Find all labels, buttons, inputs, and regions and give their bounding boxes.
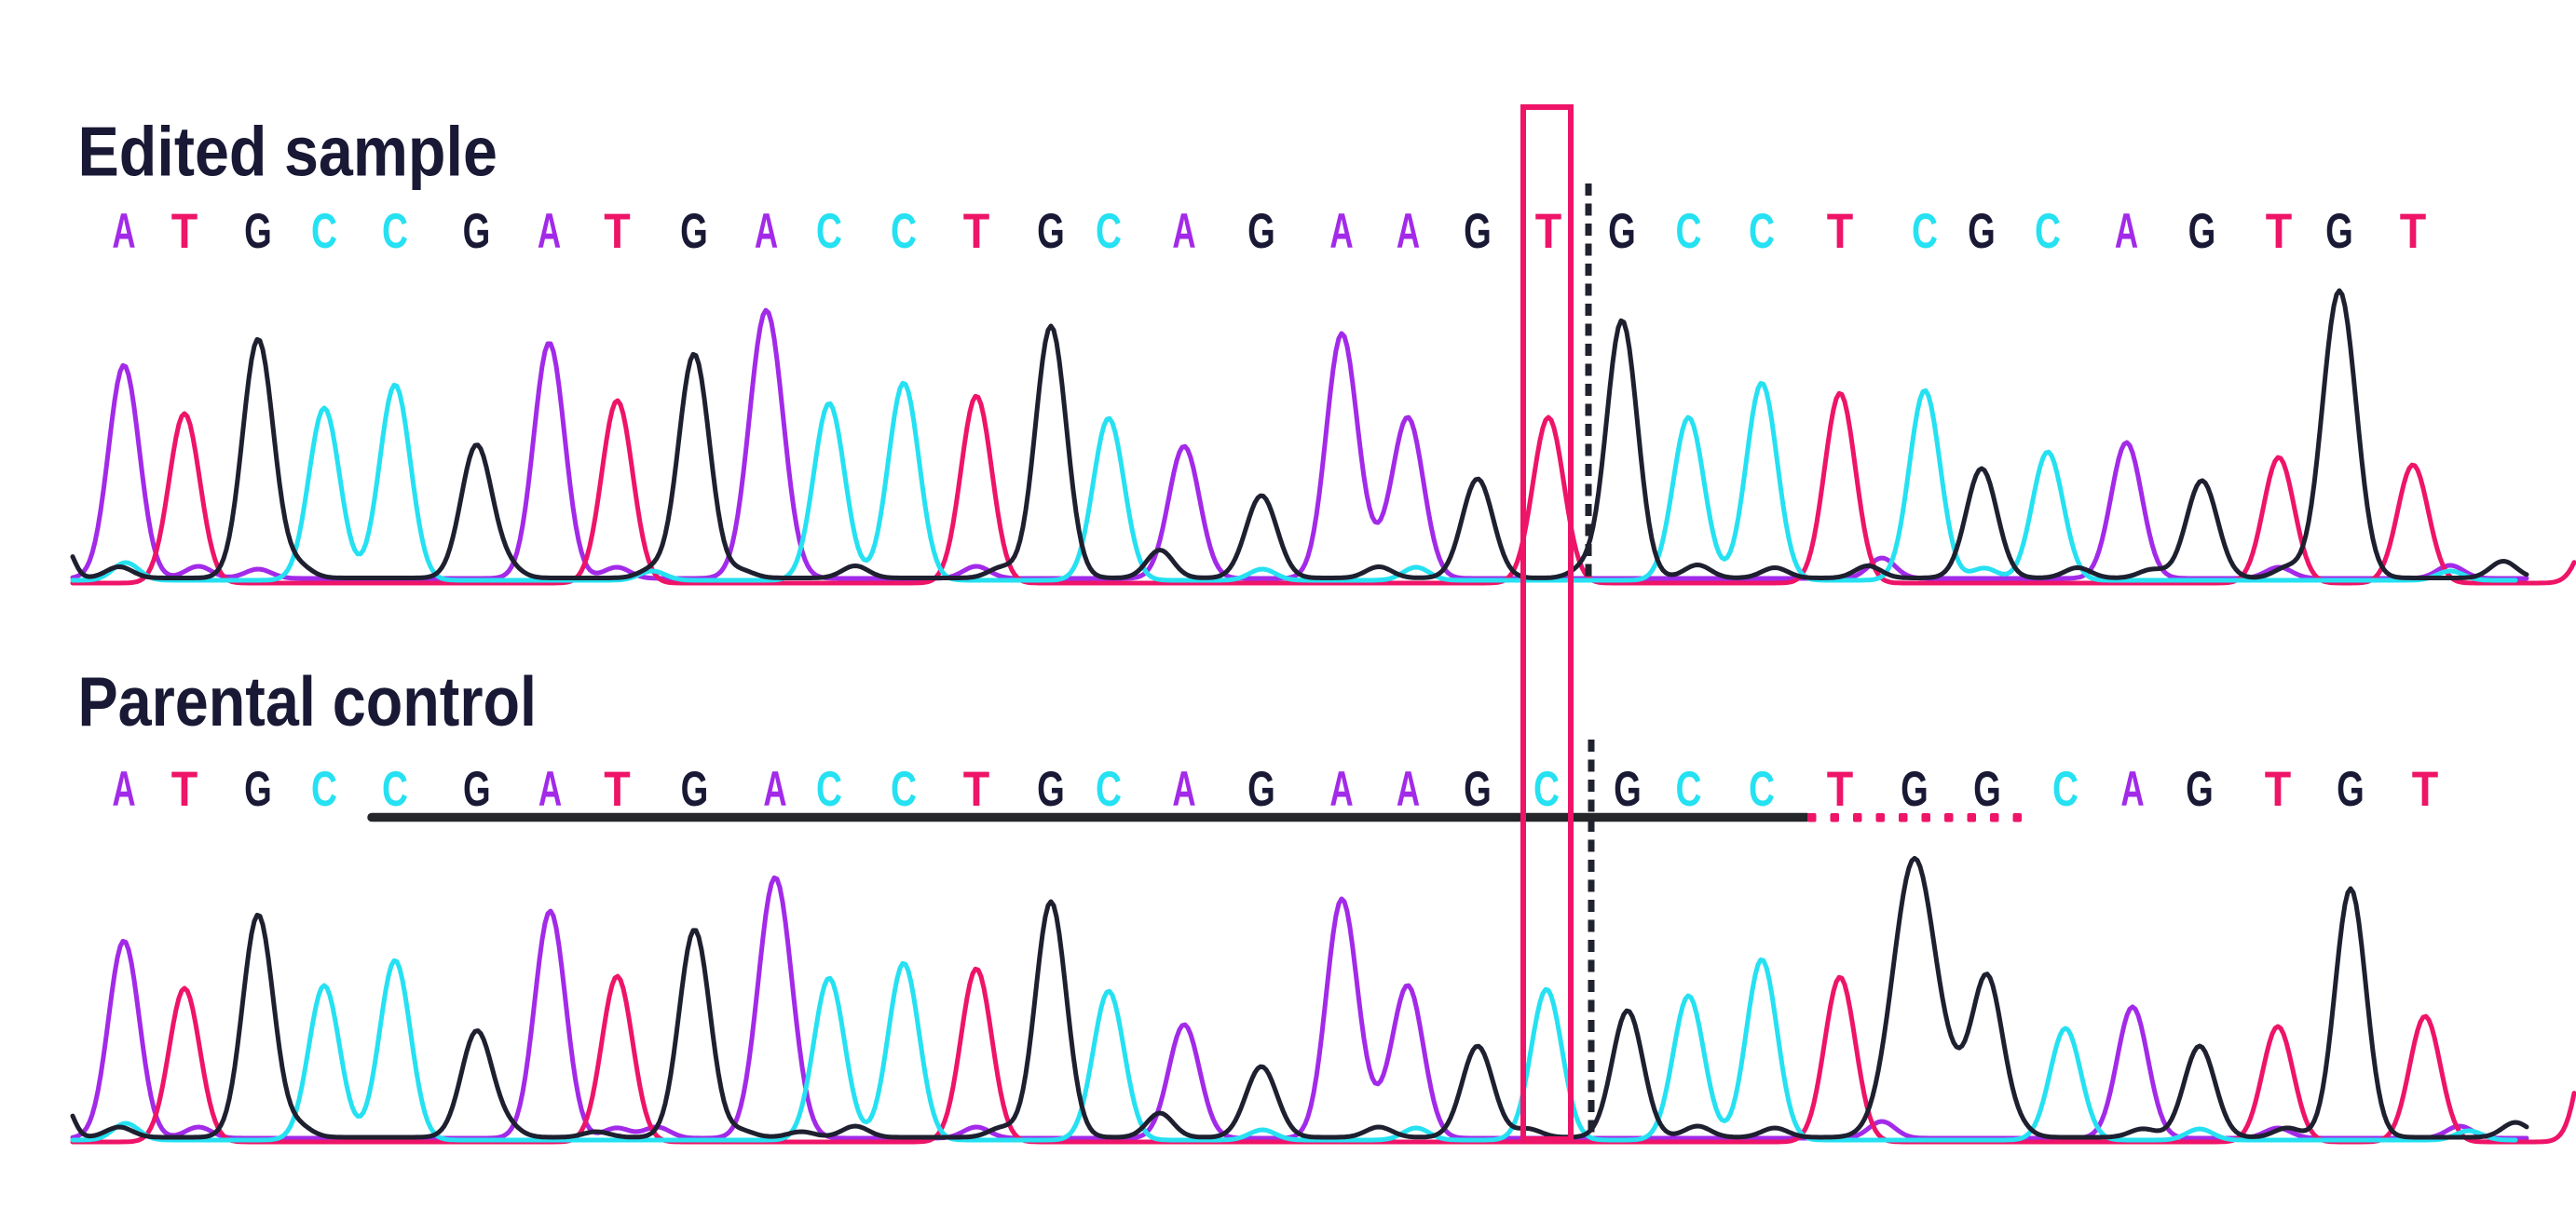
svg-text:C: C xyxy=(2052,761,2079,816)
svg-text:G: G xyxy=(1247,761,1275,817)
svg-text:C: C xyxy=(816,761,842,816)
svg-text:C: C xyxy=(1533,761,1560,816)
svg-text:Parental control: Parental control xyxy=(78,661,537,740)
svg-text:A: A xyxy=(1172,761,1195,817)
svg-text:G: G xyxy=(2325,203,2353,259)
svg-text:T: T xyxy=(2266,203,2292,258)
svg-text:C: C xyxy=(382,203,408,258)
svg-text:G: G xyxy=(244,761,272,817)
svg-text:G: G xyxy=(2186,761,2214,817)
svg-text:G: G xyxy=(1968,203,1996,259)
svg-text:G: G xyxy=(1901,761,1929,817)
svg-text:C: C xyxy=(891,761,917,816)
svg-text:C: C xyxy=(816,203,842,258)
svg-text:G: G xyxy=(1037,203,1065,259)
svg-text:T: T xyxy=(171,203,198,258)
svg-text:A: A xyxy=(538,203,561,259)
svg-text:Edited sample: Edited sample xyxy=(78,114,497,192)
svg-text:C: C xyxy=(311,761,337,816)
svg-text:G: G xyxy=(1608,203,1636,259)
svg-text:A: A xyxy=(112,203,135,259)
svg-text:T: T xyxy=(1827,203,1853,258)
svg-text:T: T xyxy=(963,203,989,258)
svg-text:T: T xyxy=(2412,761,2438,816)
svg-text:T: T xyxy=(2400,203,2426,258)
svg-text:G: G xyxy=(463,203,491,259)
svg-text:T: T xyxy=(171,761,198,816)
svg-text:G: G xyxy=(244,203,272,259)
svg-text:C: C xyxy=(2035,203,2061,258)
svg-text:T: T xyxy=(604,203,630,258)
svg-text:G: G xyxy=(1464,203,1492,259)
svg-text:G: G xyxy=(1464,761,1492,817)
svg-text:G: G xyxy=(681,761,709,817)
svg-text:T: T xyxy=(1827,761,1853,816)
svg-text:A: A xyxy=(1329,203,1353,259)
svg-text:C: C xyxy=(1096,761,1122,816)
svg-text:A: A xyxy=(755,203,778,259)
svg-text:A: A xyxy=(538,761,562,817)
svg-text:A: A xyxy=(112,761,135,817)
svg-text:C: C xyxy=(382,761,408,816)
svg-text:A: A xyxy=(2120,761,2144,817)
svg-text:G: G xyxy=(1614,761,1642,817)
svg-text:A: A xyxy=(763,761,786,817)
svg-text:T: T xyxy=(1535,203,1561,258)
svg-text:G: G xyxy=(1247,203,1275,259)
svg-text:A: A xyxy=(1329,761,1353,817)
svg-text:G: G xyxy=(2337,761,2365,817)
svg-text:A: A xyxy=(2115,203,2138,259)
svg-text:C: C xyxy=(891,203,917,258)
svg-text:G: G xyxy=(680,203,708,259)
svg-text:C: C xyxy=(1676,203,1702,258)
svg-text:G: G xyxy=(463,761,491,817)
svg-text:A: A xyxy=(1397,203,1420,259)
svg-text:T: T xyxy=(2265,761,2291,816)
svg-text:G: G xyxy=(2188,203,2216,259)
svg-text:T: T xyxy=(963,761,989,816)
svg-text:C: C xyxy=(1096,203,1122,258)
svg-text:G: G xyxy=(1037,761,1065,817)
svg-text:C: C xyxy=(1749,761,1775,816)
svg-text:A: A xyxy=(1397,761,1420,817)
svg-text:T: T xyxy=(604,761,630,816)
svg-text:A: A xyxy=(1172,203,1195,259)
svg-text:C: C xyxy=(1912,203,1938,258)
svg-text:C: C xyxy=(1676,761,1702,816)
svg-text:G: G xyxy=(1973,761,2001,817)
svg-text:C: C xyxy=(1749,203,1775,258)
svg-text:C: C xyxy=(311,203,337,258)
